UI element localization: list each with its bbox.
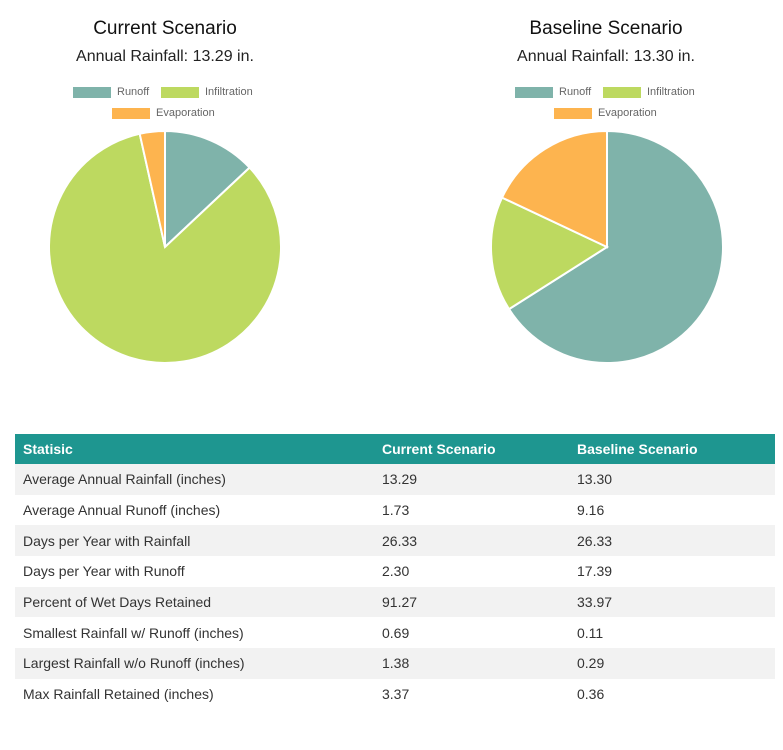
baseline-value-cell: 26.33	[569, 525, 775, 557]
legend-item-runoff[interactable]: Runoff	[73, 85, 149, 99]
statistics-table: Statisic Current Scenario Baseline Scena…	[15, 434, 775, 710]
baseline-scenario-chart: Baseline Scenario Annual Rainfall: 13.30…	[441, 0, 771, 400]
legend-swatch	[515, 86, 553, 98]
pie-chart-current	[48, 129, 282, 364]
statistic-cell: Max Rainfall Retained (inches)	[15, 678, 374, 710]
chart-title: Baseline Scenario	[529, 18, 683, 39]
statistic-cell: Percent of Wet Days Retained	[15, 586, 374, 618]
current-value-cell: 0.69	[374, 617, 569, 649]
legend-swatch	[161, 86, 199, 98]
statistic-cell: Days per Year with Rainfall	[15, 525, 374, 557]
current-value-cell: 13.29	[374, 464, 569, 495]
pie-slice-runoff[interactable]	[164, 129, 251, 250]
legend-label: Infiltration	[205, 86, 253, 99]
legend-label: Runoff	[117, 86, 150, 99]
baseline-value-cell: 13.30	[569, 464, 775, 495]
header-current-scenario[interactable]: Current Scenario	[374, 434, 569, 464]
chart-title: Current Scenario	[93, 18, 237, 39]
chart-subtitle: Annual Rainfall: 13.30 in.	[517, 48, 695, 65]
legend-label: Evaporation	[156, 107, 215, 120]
legend-swatch	[112, 107, 150, 119]
statistic-cell: Days per Year with Runoff	[15, 556, 374, 587]
table-row: Average Annual Runoff (inches) 1.73 9.16	[15, 494, 775, 526]
pie-slice-infiltration[interactable]	[48, 132, 282, 364]
baseline-value-cell: 9.16	[569, 494, 775, 526]
table-header-row: Statisic Current Scenario Baseline Scena…	[15, 434, 775, 464]
legend-swatch	[554, 107, 592, 119]
table-row: Percent of Wet Days Retained 91.27 33.97	[15, 586, 775, 618]
current-value-cell: 1.73	[374, 494, 569, 526]
pie-slice-evaporation[interactable]	[138, 129, 166, 248]
baseline-value-cell: 0.29	[569, 648, 775, 679]
current-value-cell: 3.37	[374, 678, 569, 710]
legend-label: Evaporation	[598, 107, 657, 120]
current-scenario-chart: Current Scenario Annual Rainfall: 13.29 …	[0, 0, 330, 400]
current-value-cell: 91.27	[374, 586, 569, 618]
legend-label: Runoff	[559, 86, 592, 99]
pie-slice-evaporation[interactable]	[500, 129, 608, 249]
legend-item-evaporation[interactable]: Evaporation	[554, 106, 657, 120]
statistic-cell: Smallest Rainfall w/ Runoff (inches)	[15, 617, 374, 649]
legend-label: Infiltration	[647, 86, 695, 99]
legend-swatch	[603, 86, 641, 98]
table-row: Max Rainfall Retained (inches) 3.37 0.36	[15, 678, 775, 710]
statistic-cell: Average Annual Rainfall (inches)	[15, 464, 374, 495]
pie-chart-baseline	[490, 129, 724, 364]
table-row: Days per Year with Runoff 2.30 17.39	[15, 556, 775, 587]
header-statistic[interactable]: Statisic	[15, 434, 374, 464]
baseline-value-cell: 17.39	[569, 556, 775, 587]
table-row: Smallest Rainfall w/ Runoff (inches) 0.6…	[15, 617, 775, 649]
legend-item-runoff[interactable]: Runoff	[515, 85, 591, 99]
table-row: Average Annual Rainfall (inches) 13.29 1…	[15, 464, 775, 495]
statistic-cell: Largest Rainfall w/o Runoff (inches)	[15, 648, 374, 679]
baseline-value-cell: 0.36	[569, 678, 775, 710]
baseline-value-cell: 33.97	[569, 586, 775, 618]
current-value-cell: 1.38	[374, 648, 569, 679]
legend-item-infiltration[interactable]: Infiltration	[603, 85, 695, 99]
legend-item-infiltration[interactable]: Infiltration	[161, 85, 253, 99]
statistic-cell: Average Annual Runoff (inches)	[15, 494, 374, 526]
current-value-cell: 2.30	[374, 556, 569, 587]
table-row: Largest Rainfall w/o Runoff (inches) 1.3…	[15, 648, 775, 679]
chart-subtitle: Annual Rainfall: 13.29 in.	[76, 48, 254, 65]
legend-item-evaporation[interactable]: Evaporation	[112, 106, 215, 120]
legend-swatch	[73, 86, 111, 98]
pie-slice-runoff[interactable]	[507, 129, 724, 364]
header-baseline-scenario[interactable]: Baseline Scenario	[569, 434, 775, 464]
pie-slice-infiltration[interactable]	[490, 196, 610, 311]
table-row: Days per Year with Rainfall 26.33 26.33	[15, 525, 775, 557]
baseline-value-cell: 0.11	[569, 617, 775, 649]
current-value-cell: 26.33	[374, 525, 569, 557]
